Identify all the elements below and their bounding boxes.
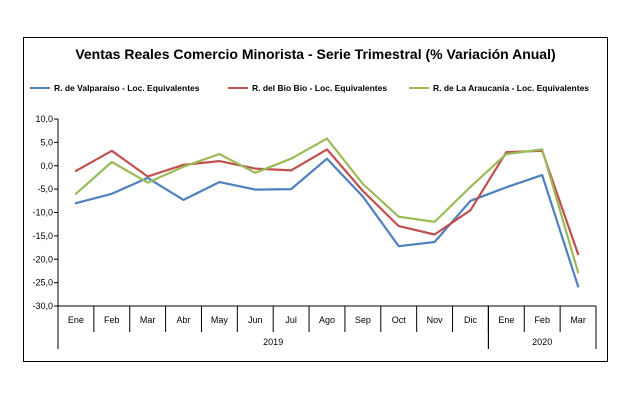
x-tick-label: Ago [319,315,335,325]
legend-item-araucania: R. de La Araucanía - Loc. Equivalentes [409,83,589,93]
y-tick-label: -15,0 [32,231,53,241]
chart-legend: R. de Valparaíso - Loc. Equivalentes R. … [30,83,605,97]
x-tick-label: Sep [355,315,371,325]
legend-swatch-biobio [228,87,248,89]
x-tick-label: Jul [285,315,297,325]
x-tick-label: Oct [392,315,407,325]
y-tick-label: -10,0 [32,208,53,218]
legend-swatch-valparaiso [30,87,50,89]
y-tick-label: -5,0 [37,184,53,194]
y-tick-label: 10,0 [35,114,53,124]
legend-item-valparaiso: R. de Valparaíso - Loc. Equivalentes [30,83,200,93]
x-tick-label: May [211,315,229,325]
x-tick-label: Feb [104,315,120,325]
series-line-1 [74,148,580,256]
x-tick-label: Abr [177,315,191,325]
legend-item-biobio: R. del Bio Bio - Loc. Equivalentes [228,83,387,93]
x-tick-label: Mar [140,315,156,325]
x-tick-label: Dic [464,315,477,325]
chart-title: Ventas Reales Comercio Minorista - Serie… [75,46,556,62]
year-group-label: 2019 [263,337,283,347]
x-tick-label: Ene [498,315,514,325]
x-tick-label: Jun [248,315,263,325]
year-group-label: 2020 [532,337,552,347]
legend-label-biobio: R. del Bio Bio - Loc. Equivalentes [252,83,388,93]
legend-swatch-araucania [409,87,429,89]
legend-label-araucania: R. de La Araucanía - Loc. Equivalentes [433,83,590,93]
x-tick-label: Ene [68,315,84,325]
series-line-2 [74,137,580,274]
y-tick-label: 0,0 [40,161,53,171]
series-line-0 [74,157,580,288]
x-tick-label: Feb [534,315,550,325]
y-tick-label: -25,0 [32,278,53,288]
y-tick-label: 5,0 [40,137,53,147]
chart-frame [23,37,608,362]
y-tick-label: -20,0 [32,254,53,264]
x-tick-label: Nov [427,315,444,325]
x-tick-label: Mar [570,315,586,325]
legend-label-valparaiso: R. de Valparaíso - Loc. Equivalentes [54,83,200,93]
y-tick-label: -30,0 [32,301,53,311]
